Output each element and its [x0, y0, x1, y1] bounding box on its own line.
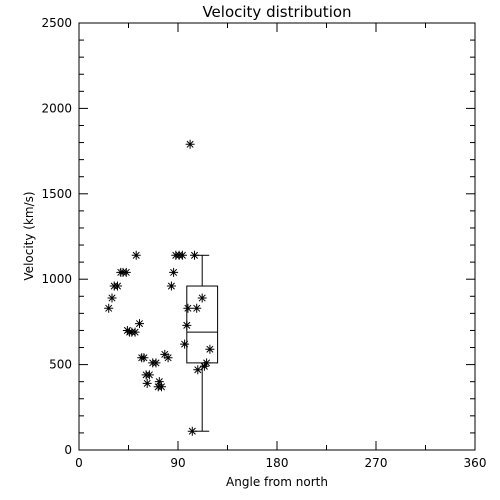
x-tick-label: 360 — [464, 456, 487, 470]
y-tick-label: 0 — [64, 443, 72, 457]
data-point — [199, 361, 209, 371]
data-point — [169, 267, 179, 277]
data-point — [144, 370, 154, 380]
y-tick-label: 2000 — [41, 101, 72, 115]
data-point — [183, 303, 193, 313]
x-tick-label: 0 — [75, 456, 83, 470]
axis-ticks — [78, 22, 476, 451]
data-point — [157, 382, 166, 392]
y-tick-label: 1000 — [41, 272, 72, 286]
x-axis-label: Angle from north — [226, 475, 328, 489]
data-point — [163, 353, 173, 363]
scatter-points — [104, 139, 215, 436]
axis-tick-labels: 0 90 180 270 360 0 500 1000 1500 2000 2500 — [41, 16, 486, 470]
data-point — [202, 358, 212, 368]
plot-frame — [78, 22, 476, 451]
data-point — [166, 281, 176, 291]
data-point — [182, 320, 192, 330]
data-point — [151, 358, 161, 368]
data-point — [113, 281, 122, 291]
y-tick-label: 500 — [49, 358, 72, 372]
data-point — [121, 267, 131, 277]
data-point — [142, 378, 152, 388]
data-point — [107, 293, 117, 303]
y-tick-label: 1500 — [41, 187, 72, 201]
data-point — [104, 303, 114, 313]
x-tick-label: 90 — [170, 456, 185, 470]
data-point — [154, 377, 164, 387]
data-point — [139, 353, 149, 363]
x-tick-label: 180 — [266, 456, 289, 470]
data-point — [205, 344, 215, 354]
data-point — [135, 319, 144, 329]
y-axis-label: Velocity (km/s) — [22, 191, 36, 280]
data-point — [131, 250, 141, 260]
data-point — [190, 250, 199, 260]
boxplot — [186, 254, 219, 432]
data-point — [160, 349, 170, 359]
data-point — [130, 327, 140, 337]
data-point — [187, 426, 197, 436]
data-point — [192, 303, 202, 313]
chart-title: Velocity distribution — [202, 3, 351, 21]
data-point — [193, 365, 203, 375]
data-point — [177, 250, 187, 260]
data-point — [197, 293, 207, 303]
y-tick-label: 2500 — [41, 16, 72, 30]
data-point — [180, 339, 190, 349]
x-tick-label: 270 — [365, 456, 388, 470]
data-point — [185, 139, 195, 149]
